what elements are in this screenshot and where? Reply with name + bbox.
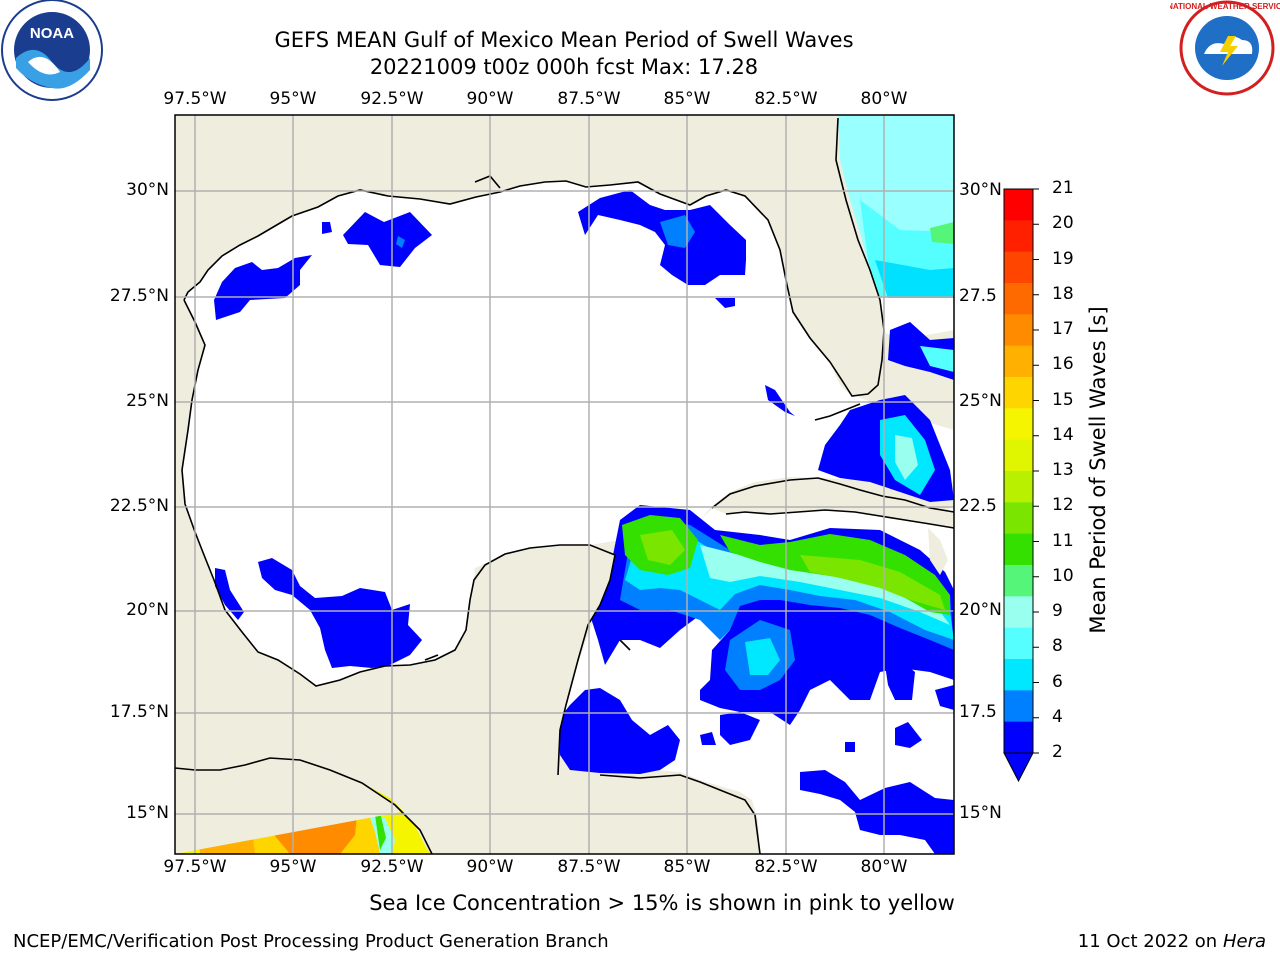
colorbar-tick-label: 12: [1052, 495, 1074, 516]
cuba-land: [712, 478, 954, 528]
colorbar-tick-label: 19: [1052, 248, 1074, 269]
footer-host: Hera: [1222, 931, 1266, 952]
colorbar-tick-label: 21: [1052, 178, 1074, 198]
colorbar-segment: [1004, 408, 1033, 441]
lon-label-top: 82.5°W: [754, 89, 818, 109]
colorbar-segment: [1004, 533, 1033, 566]
lon-label-top: 80°W: [860, 89, 908, 109]
yucatan-land: [440, 545, 615, 790]
gulf-water: [182, 181, 954, 686]
colorbar-tick-label: 20: [1052, 213, 1074, 234]
colorbar-segment: [1004, 659, 1033, 691]
lat-label-right: 30°N: [959, 180, 1002, 200]
colorbar-segment: [1004, 377, 1033, 409]
lat-label-left: 30°N: [126, 180, 169, 200]
lon-label-bottom: 82.5°W: [754, 857, 818, 877]
lon-label-bottom: 95°W: [269, 857, 317, 877]
footer-date: 11 Oct 2022 on Hera: [1078, 931, 1266, 952]
colorbar-segment: [1004, 565, 1033, 597]
lon-label-bottom: 80°W: [860, 857, 908, 877]
colorbar-segment: [1004, 721, 1033, 754]
map-frame: [174, 114, 955, 855]
colorbar-tick-label: 4: [1052, 706, 1063, 727]
footer-date-text: 11 Oct 2022 on: [1077, 931, 1223, 952]
colorbar-tick-label: 6: [1052, 671, 1063, 692]
lat-label-left: 27.5°N: [109, 286, 169, 306]
lon-label-top: 90°W: [466, 89, 514, 109]
lat-label-right: 22.5: [959, 496, 997, 516]
nws-logo: NATIONAL WEATHER SERVICE: [1170, 0, 1280, 96]
lat-label-left: 25°N: [126, 391, 169, 411]
lat-label-right: 15°N: [959, 803, 1002, 823]
colorbar-segment: [1004, 502, 1033, 535]
lon-label-top: 87.5°W: [557, 89, 621, 109]
lon-label-top: 85°W: [663, 89, 711, 109]
florida-land: [768, 120, 884, 396]
lat-label-left: 17.5°N: [109, 702, 169, 722]
lon-label-top: 95°W: [269, 89, 317, 109]
lat-label-right: 25°N: [959, 391, 1002, 411]
noaa-logo: NOAA: [1, 0, 103, 101]
colorbar-tick-label: 9: [1052, 601, 1063, 621]
svg-text:NATIONAL WEATHER SERVICE: NATIONAL WEATHER SERVICE: [1170, 2, 1280, 11]
colorbar-tick-label: 11: [1052, 530, 1074, 551]
lat-label-right: 27.5: [959, 286, 997, 306]
colorbar-segment: [1004, 251, 1033, 284]
lon-label-bottom: 87.5°W: [557, 857, 621, 877]
chart-title: GEFS MEAN Gulf of Mexico Mean Period of …: [274, 28, 854, 52]
colorbar: [1003, 188, 1039, 783]
colorbar-segment: [1004, 471, 1033, 503]
colorbar-tick-label: 15: [1052, 389, 1074, 410]
footer-credit: NCEP/EMC/Verification Post Processing Pr…: [13, 931, 609, 952]
central-america-land: [175, 758, 760, 854]
svg-text:NOAA: NOAA: [30, 25, 74, 42]
lat-label-right: 20°N: [959, 600, 1002, 620]
lat-label-left: 22.5°N: [109, 496, 169, 516]
lon-label-bottom: 97.5°W: [163, 857, 227, 877]
colorbar-tick-label: 14: [1052, 424, 1074, 445]
colorbar-segment: [1004, 283, 1033, 315]
colorbar-tick-label: 13: [1052, 460, 1074, 480]
colorbar-tick-label: 17: [1052, 319, 1074, 339]
lon-label-bottom: 92.5°W: [360, 857, 424, 877]
lat-label-right: 17.5: [959, 702, 997, 722]
colorbar-segment: [1004, 189, 1033, 221]
lon-label-top: 97.5°W: [163, 89, 227, 109]
colorbar-segment: [1004, 690, 1033, 723]
lon-label-top: 92.5°W: [360, 89, 424, 109]
lat-label-left: 20°N: [126, 600, 169, 620]
chart-subtitle: 20221009 t00z 000h fcst Max: 17.28: [369, 55, 759, 79]
lon-label-bottom: 90°W: [466, 857, 514, 877]
colorbar-segment: [1004, 596, 1033, 629]
colorbar-tick-label: 18: [1052, 283, 1074, 304]
colorbar-segment: [1004, 627, 1033, 660]
colorbar-tick-label: 16: [1052, 354, 1074, 375]
sea-ice-caption: Sea Ice Concentration > 15% is shown in …: [369, 891, 955, 915]
lon-label-bottom: 85°W: [663, 857, 711, 877]
colorbar-tick-label: 10: [1052, 565, 1074, 586]
colorbar-extend-arrow: [1003, 752, 1034, 783]
lat-lon-grid: [175, 115, 954, 854]
colorbar-segment: [1004, 220, 1033, 253]
colorbar-segment: [1004, 314, 1033, 347]
colorbar-segment: [1004, 439, 1033, 472]
colorbar-label: Mean Period of Swell Waves [s]: [1086, 306, 1110, 634]
lat-label-left: 15°N: [126, 803, 169, 823]
colorbar-tick-label: 2: [1052, 742, 1063, 762]
colorbar-tick-label: 8: [1052, 636, 1063, 657]
colorbar-segment: [1004, 345, 1033, 378]
